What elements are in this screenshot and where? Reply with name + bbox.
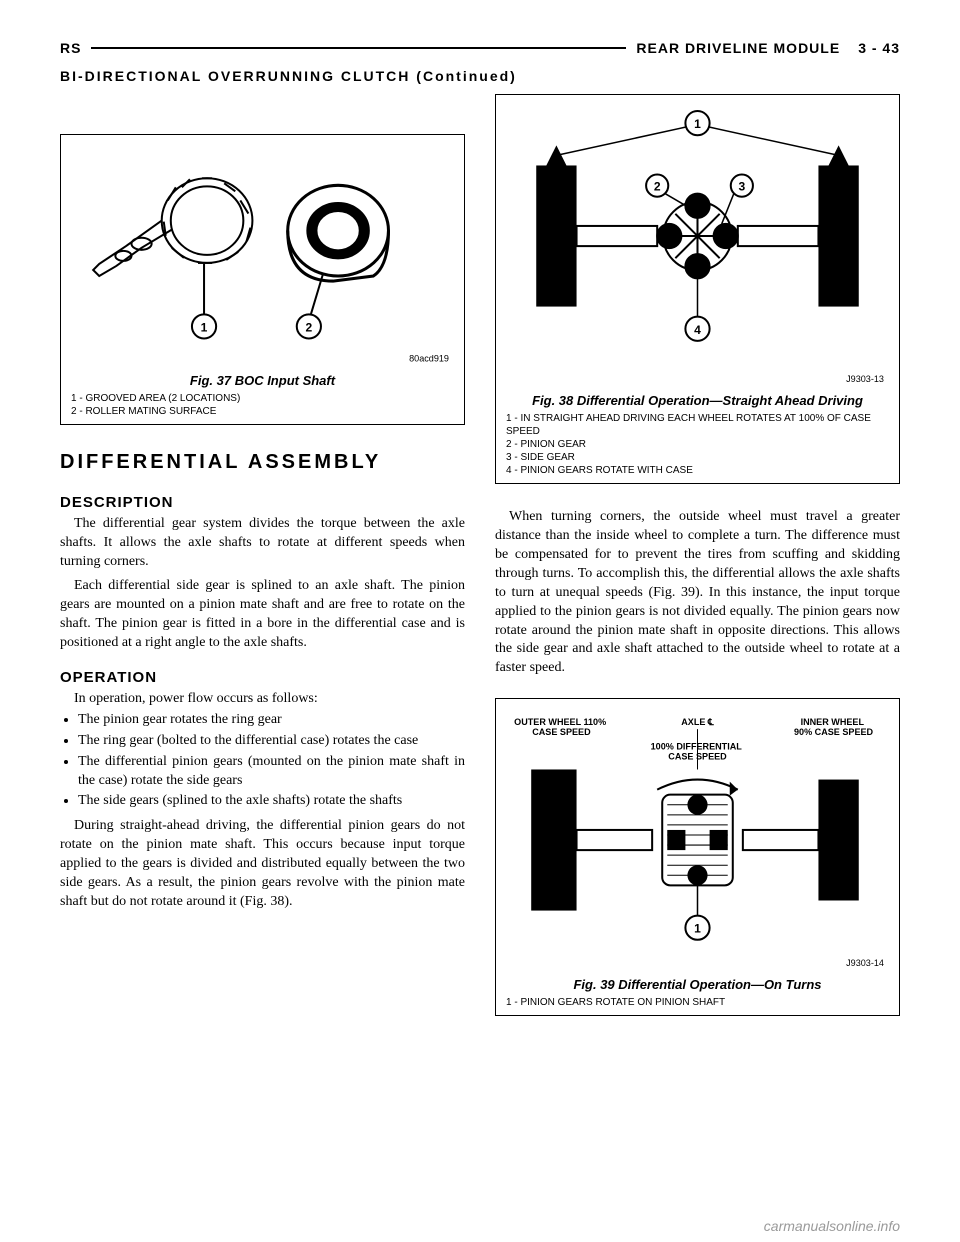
op-bullet-1: The pinion gear rotates the ring gear: [78, 711, 465, 730]
fig39-inner-label: INNER WHEEL 90% CASE SPEED: [794, 717, 874, 737]
fig37-legend: 1 - GROOVED AREA (2 LOCATIONS) 2 - ROLLE…: [71, 392, 454, 418]
operation-intro: In operation, power flow occurs as follo…: [60, 690, 465, 709]
header-module: REAR DRIVELINE MODULE: [636, 40, 840, 56]
fig37-callout-1: 1: [201, 320, 208, 334]
figure-37: 1 2 80acd919 Fig. 37 BOC Input Shaft 1 -…: [60, 134, 465, 425]
op-bullet-2: The ring gear (bolted to the differentia…: [78, 732, 465, 751]
fig38-callout-3: 3: [738, 180, 745, 194]
fig37-legend-1: 1 - GROOVED AREA (2 LOCATIONS): [71, 392, 454, 405]
fig38-code: J9303-13: [846, 374, 884, 384]
fig39-legend: 1 - PINION GEARS ROTATE ON PINION SHAFT: [506, 996, 889, 1009]
op-bullet-3: The differential pinion gears (mounted o…: [78, 753, 465, 791]
figure-39-svg: OUTER WHEEL 110% CASE SPEED AXLE ℄ INNER…: [506, 709, 889, 971]
fig38-callout-4: 4: [694, 323, 701, 337]
fig38-callout-2: 2: [654, 180, 661, 194]
figure-39: OUTER WHEEL 110% CASE SPEED AXLE ℄ INNER…: [495, 698, 900, 1016]
operation-list: The pinion gear rotates the ring gear Th…: [60, 711, 465, 811]
description-body: The differential gear system divides the…: [60, 515, 465, 659]
fig37-code: 80acd919: [409, 354, 449, 364]
description-heading: DESCRIPTION: [60, 494, 465, 511]
fig38-legend-3: 3 - SIDE GEAR: [506, 451, 889, 464]
desc-p2: Each differential side gear is splined t…: [60, 577, 465, 653]
fig37-legend-2: 2 - ROLLER MATING SURFACE: [71, 405, 454, 418]
section-heading: DIFFERENTIAL ASSEMBLY: [60, 451, 465, 474]
fig39-callout-1: 1: [694, 922, 701, 936]
right-paragraph: When turning corners, the outside wheel …: [495, 508, 900, 678]
figure-38-svg: 1: [506, 105, 889, 387]
fig38-caption: Fig. 38 Differential Operation—Straight …: [506, 393, 889, 408]
desc-p1: The differential gear system divides the…: [60, 515, 465, 572]
fig38-legend-2: 2 - PINION GEAR: [506, 438, 889, 451]
fig37-caption: Fig. 37 BOC Input Shaft: [71, 373, 454, 388]
figure-37-svg: 1 2 80acd919: [71, 145, 454, 367]
fig39-legend-1: 1 - PINION GEARS ROTATE ON PINION SHAFT: [506, 996, 889, 1009]
fig39-caption: Fig. 39 Differential Operation—On Turns: [506, 977, 889, 992]
op-bullet-4: The side gears (splined to the axle shaf…: [78, 792, 465, 811]
header-rule: [91, 47, 626, 49]
fig37-callout-2: 2: [306, 320, 313, 334]
fig38-legend: 1 - IN STRAIGHT AHEAD DRIVING EACH WHEEL…: [506, 412, 889, 477]
header-page: 3 - 43: [858, 40, 900, 56]
left-column: 1 2 80acd919 Fig. 37 BOC Input Shaft 1 -…: [60, 94, 465, 1032]
content-columns: 1 2 80acd919 Fig. 37 BOC Input Shaft 1 -…: [60, 94, 900, 1032]
fig39-outer-label: OUTER WHEEL 110% CASE SPEED: [514, 717, 609, 737]
operation-heading: OPERATION: [60, 669, 465, 686]
page-header: RS REAR DRIVELINE MODULE 3 - 43: [60, 40, 900, 56]
continued-line: BI-DIRECTIONAL OVERRUNNING CLUTCH (Conti…: [60, 68, 900, 84]
operation-after: During straight-ahead driving, the diffe…: [60, 817, 465, 911]
fig38-legend-4: 4 - PINION GEARS ROTATE WITH CASE: [506, 464, 889, 477]
right-column: 1: [495, 94, 900, 1032]
fig38-callout-1: 1: [694, 117, 701, 131]
figure-38: 1: [495, 94, 900, 484]
fig38-legend-1: 1 - IN STRAIGHT AHEAD DRIVING EACH WHEEL…: [506, 412, 889, 438]
fig39-code: J9303-14: [846, 958, 884, 968]
operation-body: In operation, power flow occurs as follo…: [60, 690, 465, 918]
watermark: carmanualsonline.info: [764, 1218, 900, 1234]
right-body: When turning corners, the outside wheel …: [495, 508, 900, 684]
header-left: RS: [60, 40, 81, 56]
fig39-axle-label: AXLE ℄: [681, 717, 714, 727]
